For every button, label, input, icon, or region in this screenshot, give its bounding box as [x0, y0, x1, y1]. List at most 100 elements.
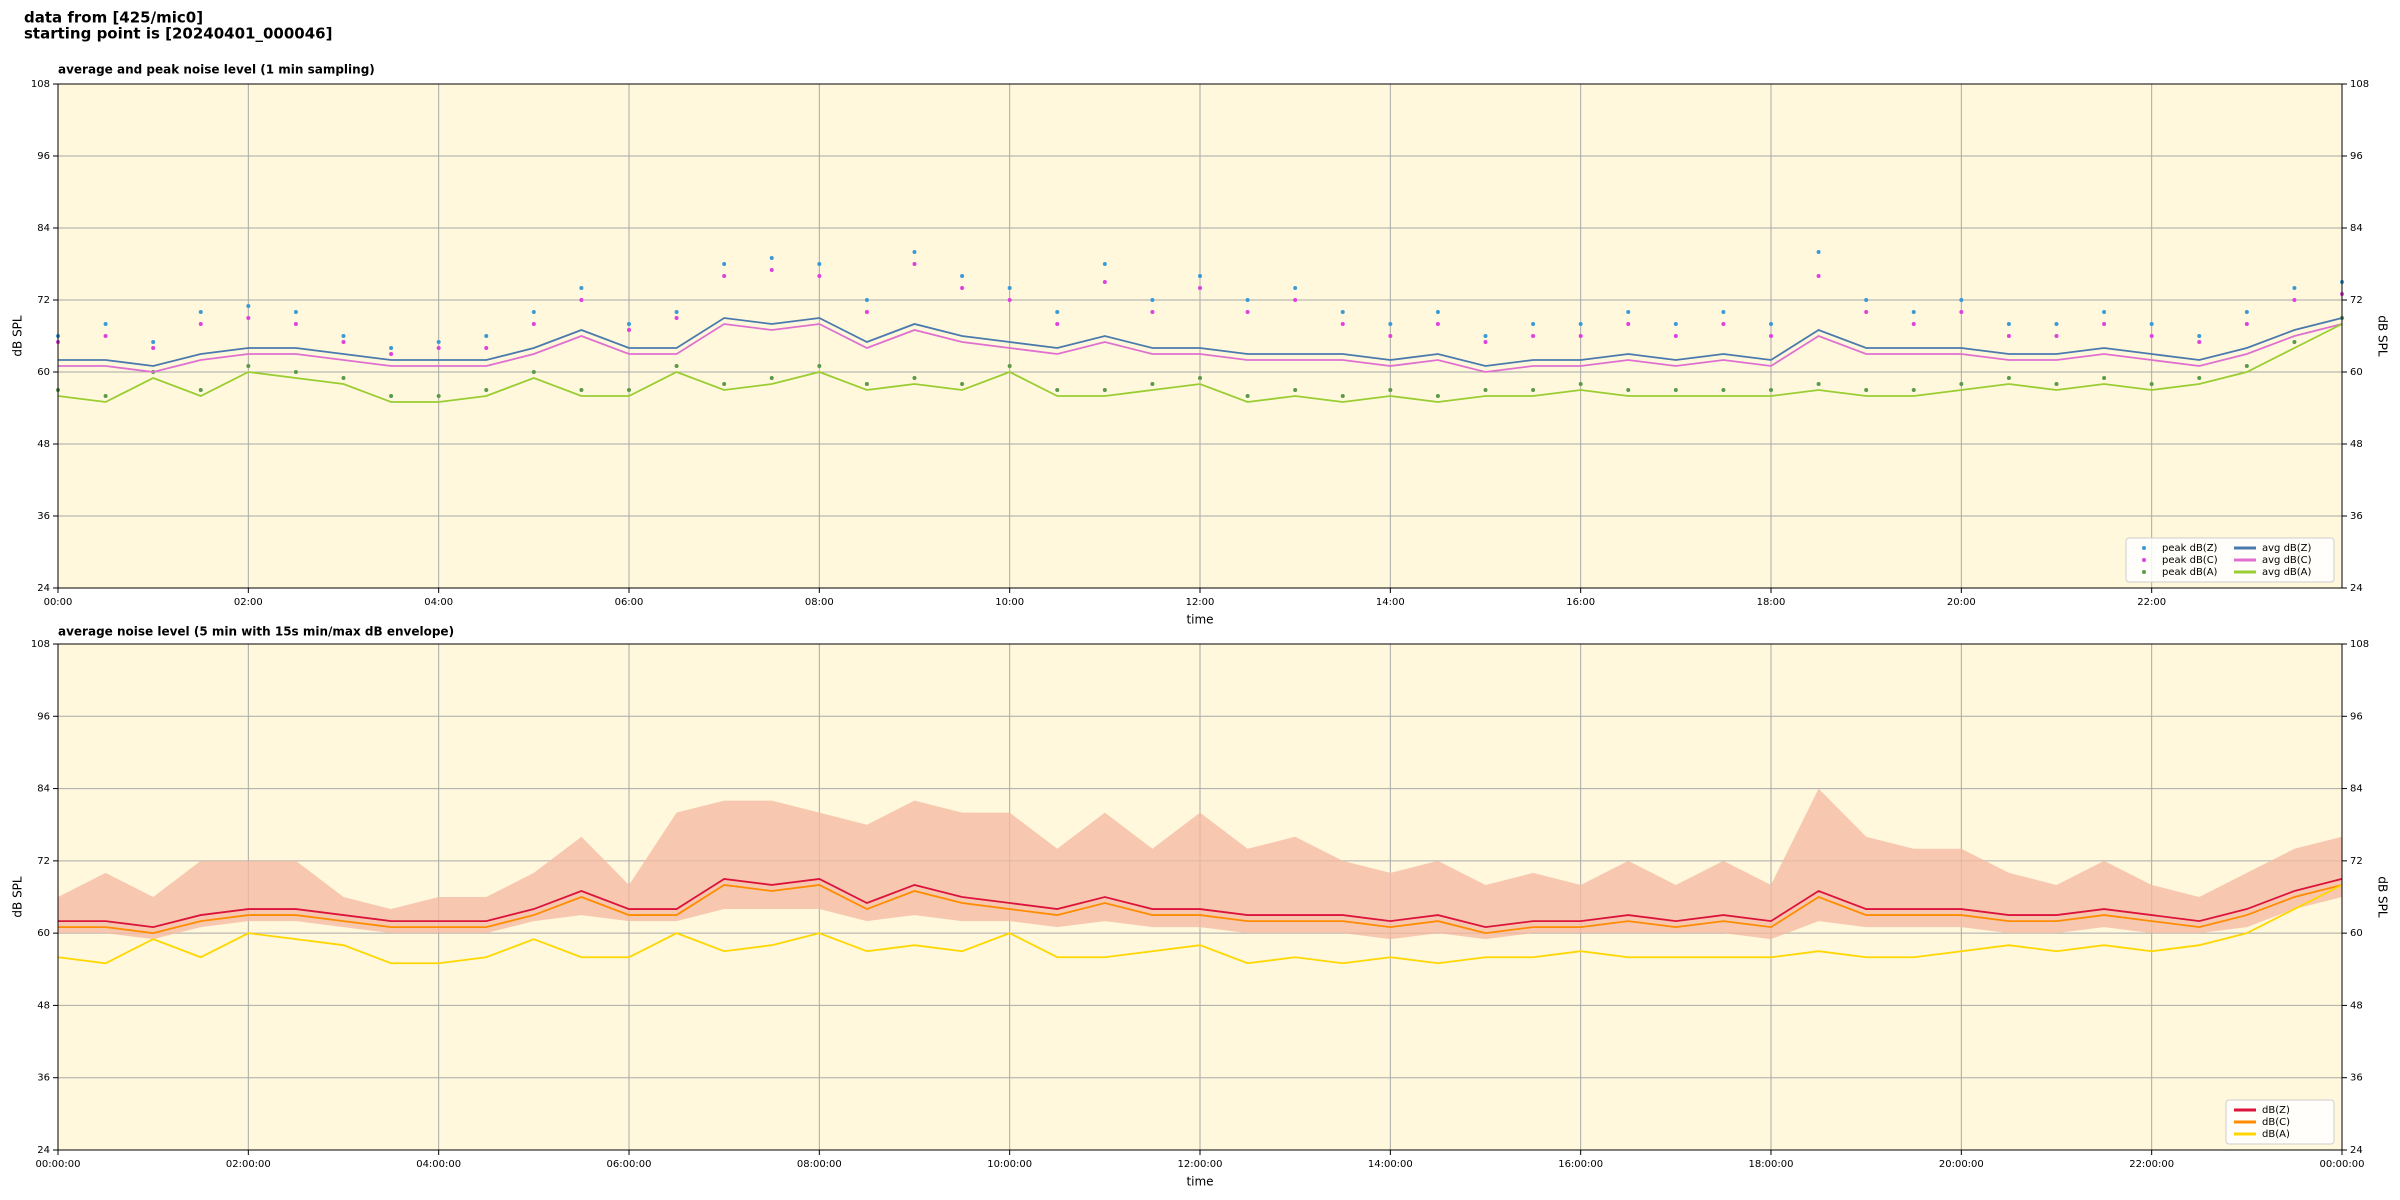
x-tick-label: 22:00:00: [2129, 1159, 2174, 1170]
peak-point: [531, 322, 536, 326]
x-tick-label: 18:00: [1757, 597, 1786, 608]
peak-point: [151, 346, 156, 350]
peak-point: [1578, 322, 1583, 326]
peak-point: [103, 322, 108, 326]
peak-point: [1531, 334, 1536, 338]
peak-point: [1340, 310, 1345, 314]
peak-point: [389, 394, 394, 398]
peak-point: [2197, 334, 2202, 338]
x-tick-label: 20:00:00: [1939, 1159, 1984, 1170]
peak-point: [960, 286, 965, 290]
x-tick-label: 04:00: [424, 597, 453, 608]
peak-point: [1150, 382, 1155, 386]
x-tick-label: 10:00: [995, 597, 1024, 608]
x-tick-label: 20:00: [1947, 597, 1976, 608]
peak-point: [674, 310, 679, 314]
peak-point: [960, 382, 965, 386]
peak-point: [1816, 250, 1821, 254]
peak-point: [912, 250, 917, 254]
plot-frame: [57, 83, 2343, 589]
x-tick-label: 06:00: [615, 597, 644, 608]
peak-point: [1816, 274, 1821, 278]
envelope: [58, 788, 2342, 940]
peak-point: [1293, 286, 1298, 290]
peak-point: [2292, 340, 2297, 344]
peak-point: [1721, 388, 1726, 392]
peak-point: [103, 334, 108, 338]
peak-point: [1102, 388, 1107, 392]
x-tick-label: 22:00: [2137, 597, 2166, 608]
y2-tick-label: 36: [2350, 511, 2363, 522]
peak-point: [627, 388, 631, 392]
y2-tick-label: 96: [2350, 711, 2363, 722]
peak-point: [341, 340, 346, 344]
peak-point: [1959, 382, 1964, 386]
peak-point: [1245, 394, 1250, 398]
y-tick-label: 24: [37, 583, 50, 594]
peak-point: [2102, 310, 2107, 314]
start-label: starting point is [20240401_000046]: [24, 25, 332, 43]
peak-point: [1245, 298, 1250, 302]
legend-label: dB(A): [2262, 1129, 2290, 1140]
peak-point: [2244, 310, 2249, 314]
peak-point: [1007, 364, 1012, 368]
legend-label: avg dB(A): [2262, 567, 2312, 578]
peak-point: [1769, 388, 1773, 392]
peak-point: [1293, 298, 1298, 302]
legend-box: [2125, 537, 2335, 583]
legend-marker: [2142, 558, 2146, 562]
x-tick-label: 14:00: [1376, 597, 1405, 608]
peak-point: [579, 286, 584, 290]
y2-tick-label: 36: [2350, 1073, 2363, 1084]
peak-point: [1150, 298, 1155, 302]
peak-point: [2006, 334, 2011, 338]
y2-tick-label: 84: [2350, 784, 2363, 795]
peak-point: [1198, 286, 1202, 290]
peak-point: [769, 256, 774, 260]
peak-point: [1673, 322, 1678, 326]
peak-point: [198, 322, 203, 326]
series-line: [58, 317, 2343, 367]
peak-point: [2292, 298, 2297, 302]
peak-point: [1864, 310, 1869, 314]
peak-point: [1911, 322, 1916, 326]
peak-point: [1340, 394, 1345, 398]
peak-point: [864, 382, 869, 386]
peak-point: [912, 376, 917, 380]
peak-point: [769, 376, 774, 380]
peak-point: [1340, 322, 1345, 326]
peak-point: [2006, 376, 2011, 380]
source-label: data from [425/mic0]: [24, 9, 203, 27]
peak-point: [484, 388, 489, 392]
peak-point: [579, 388, 584, 392]
y-tick-label: 36: [37, 511, 50, 522]
y-tick-label: 60: [37, 928, 50, 939]
peak-point: [293, 370, 298, 374]
peak-point: [1102, 262, 1107, 266]
y-tick-label: 108: [31, 79, 50, 90]
peak-point: [627, 322, 631, 326]
peak-point: [817, 274, 822, 278]
peak-point: [531, 310, 536, 314]
x-tick-label: 16:00: [1566, 597, 1595, 608]
x-tick-label: 12:00:00: [1178, 1159, 1223, 1170]
y2-tick-label: 48: [2350, 439, 2363, 450]
peak-point: [1864, 298, 1869, 302]
x-axis-label: time: [1186, 613, 1213, 627]
peak-point: [293, 322, 298, 326]
y-tick-label: 96: [37, 151, 50, 162]
peak-point: [103, 394, 108, 398]
peak-point: [579, 298, 584, 302]
peak-point: [2244, 322, 2249, 326]
y-tick-label: 72: [37, 295, 50, 306]
peak-point: [246, 304, 251, 308]
peak-point: [198, 310, 203, 314]
legend-marker: [2142, 546, 2146, 550]
peak-point: [1721, 322, 1726, 326]
legend-label: avg dB(C): [2262, 555, 2312, 566]
peak-point: [1007, 298, 1012, 302]
peak-point: [1102, 280, 1107, 284]
chart-title: average and peak noise level (1 min samp…: [58, 63, 375, 77]
x-tick-label: 18:00:00: [1749, 1159, 1794, 1170]
